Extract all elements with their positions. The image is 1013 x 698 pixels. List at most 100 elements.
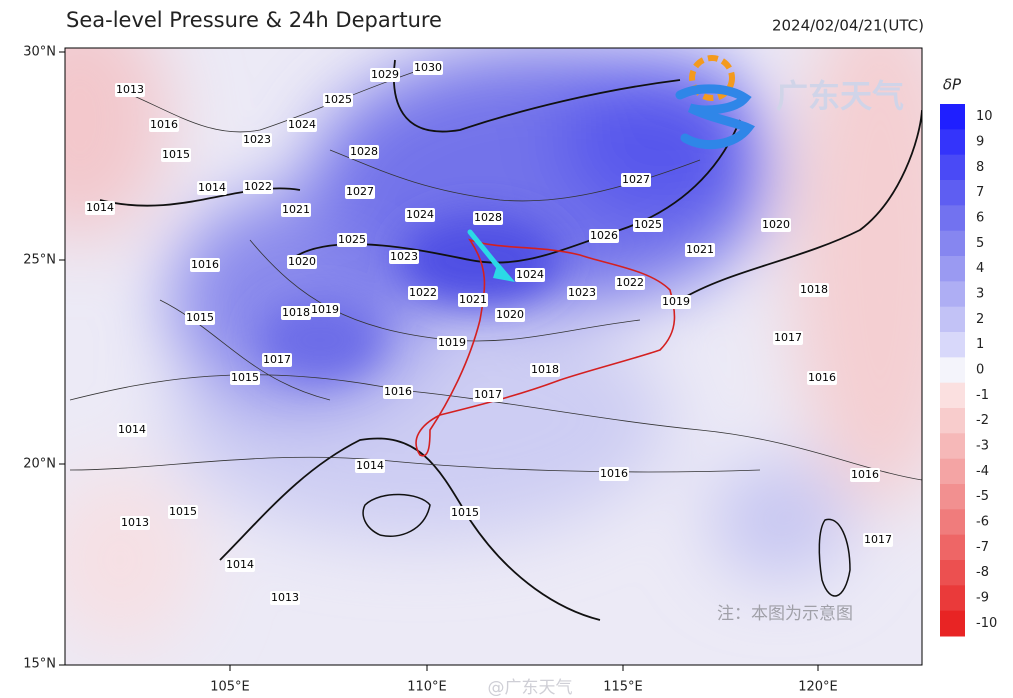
isobar-label-bg bbox=[773, 331, 803, 345]
colorbar-swatch bbox=[940, 104, 965, 130]
isobar-label: 1024 bbox=[288, 118, 316, 131]
isobar-label-bg bbox=[473, 388, 503, 402]
isobar-label: 1027 bbox=[622, 173, 650, 186]
colorbar-swatch bbox=[940, 306, 965, 333]
isobar-label: 1020 bbox=[496, 308, 524, 321]
isobar-label-bg bbox=[345, 185, 375, 199]
isobar-label: 1028 bbox=[350, 145, 378, 158]
isobar-label-bg bbox=[495, 308, 525, 322]
isobar-label: 1013 bbox=[271, 591, 299, 604]
isobar-label: 1018 bbox=[531, 363, 559, 376]
isobar-label: 1018 bbox=[282, 306, 310, 319]
isobar-label-bg bbox=[242, 133, 272, 147]
isobar-label-bg bbox=[515, 268, 545, 282]
isobar-label: 1015 bbox=[169, 505, 197, 518]
isobar-label-bg bbox=[413, 61, 443, 75]
isobar-label: 1024 bbox=[516, 268, 544, 281]
isobar-label: 1015 bbox=[231, 371, 259, 384]
isobar-label-bg bbox=[197, 181, 227, 195]
isobar-label-bg bbox=[85, 201, 115, 215]
isobar-label: 1021 bbox=[282, 203, 310, 216]
isobar-label: 1022 bbox=[244, 180, 272, 193]
isobar-label: 1016 bbox=[384, 385, 412, 398]
colorbar-tick-label: -6 bbox=[976, 515, 989, 530]
lon-label: 110°E bbox=[407, 680, 447, 695]
colorbar-swatch bbox=[940, 509, 965, 536]
isobar-label-bg bbox=[149, 118, 179, 132]
lat-label: 15°N bbox=[23, 657, 56, 672]
lon-label: 115°E bbox=[603, 680, 643, 695]
isobar-label: 1025 bbox=[338, 233, 366, 246]
isobar-label: 1024 bbox=[406, 208, 434, 221]
isobar-label-bg bbox=[120, 516, 150, 530]
isobar-label-bg bbox=[473, 211, 503, 225]
colorbar-tick-label: -10 bbox=[976, 616, 997, 631]
colorbar-tick-label: -2 bbox=[976, 413, 989, 428]
colorbar-tick-label: 3 bbox=[976, 287, 984, 302]
isobar-label-bg bbox=[349, 145, 379, 159]
title: Sea-level Pressure & 24h Departure bbox=[66, 8, 442, 32]
isobar-label: 1027 bbox=[346, 185, 374, 198]
isobar-label-bg bbox=[615, 276, 645, 290]
colorbar-swatch bbox=[940, 585, 965, 612]
colorbar-swatch bbox=[940, 180, 965, 206]
colorbar-tick-label: -5 bbox=[976, 489, 989, 504]
colorbar-swatch bbox=[940, 154, 965, 181]
colorbar-tick-label: 6 bbox=[976, 211, 984, 226]
isobar-label-bg bbox=[450, 506, 480, 520]
note: 注：本图为示意图 bbox=[717, 604, 853, 624]
isobar-label: 1021 bbox=[686, 243, 714, 256]
colorbar-tick-label: 10 bbox=[976, 109, 993, 124]
isobar-label: 1015 bbox=[186, 311, 214, 324]
isobar-label: 1029 bbox=[371, 68, 399, 81]
colorbar-tick-label: 4 bbox=[976, 261, 984, 276]
isobar-label: 1030 bbox=[414, 61, 442, 74]
isobar-label-bg bbox=[405, 208, 435, 222]
lat-label: 20°N bbox=[23, 457, 56, 472]
isobar-label: 1019 bbox=[662, 295, 690, 308]
isobar-label-bg bbox=[799, 283, 829, 297]
isobar-label: 1026 bbox=[590, 229, 618, 242]
colorbar-tick-label: 5 bbox=[976, 236, 984, 251]
colorbar-swatch bbox=[940, 560, 965, 586]
colorbar-tick-label: -3 bbox=[976, 439, 989, 454]
isobar-label-bg bbox=[337, 233, 367, 247]
isobar-label: 1018 bbox=[800, 283, 828, 296]
isobar-label: 1017 bbox=[774, 331, 802, 344]
colorbar-swatch bbox=[940, 534, 965, 561]
isobar-label-bg bbox=[323, 93, 353, 107]
isobar-label: 1017 bbox=[474, 388, 502, 401]
lat-label: 30°N bbox=[23, 45, 56, 60]
isobar-label-bg bbox=[458, 293, 488, 307]
isobar-label: 1019 bbox=[311, 303, 339, 316]
isobar-label: 1016 bbox=[191, 258, 219, 271]
isobar-label: 1016 bbox=[600, 467, 628, 480]
isobar-label-bg bbox=[115, 83, 145, 97]
isobar-label: 1020 bbox=[288, 255, 316, 268]
timestamp: 2024/02/04/21(UTC) bbox=[772, 17, 924, 35]
colorbar-swatch bbox=[940, 281, 965, 308]
isobar-label-bg bbox=[370, 68, 400, 82]
colorbar-tick-label: -4 bbox=[976, 464, 989, 479]
colorbar-tick-label: 2 bbox=[976, 312, 984, 327]
isobar-label: 1014 bbox=[118, 423, 146, 436]
isobar-label: 1020 bbox=[762, 218, 790, 231]
isobar-label-bg bbox=[661, 295, 691, 309]
isobar-label-bg bbox=[437, 336, 467, 350]
isobar-label: 1022 bbox=[409, 286, 437, 299]
colorbar-swatch bbox=[940, 433, 965, 460]
isobar-label: 1017 bbox=[864, 533, 892, 546]
colorbar-swatch bbox=[940, 357, 965, 384]
colorbar-label: δP bbox=[943, 76, 962, 94]
colorbar-swatch bbox=[940, 205, 965, 232]
lat-label: 25°N bbox=[23, 253, 56, 268]
colorbar-tick-label: 0 bbox=[976, 363, 984, 378]
isobar-label: 1015 bbox=[451, 506, 479, 519]
isobar-label-bg bbox=[262, 353, 292, 367]
colorbar-swatch bbox=[940, 129, 965, 156]
isobar-label-bg bbox=[287, 118, 317, 132]
isobar-label: 1017 bbox=[263, 353, 291, 366]
isobar-label-bg bbox=[589, 229, 619, 243]
colorbar-tick-label: 9 bbox=[976, 135, 984, 150]
